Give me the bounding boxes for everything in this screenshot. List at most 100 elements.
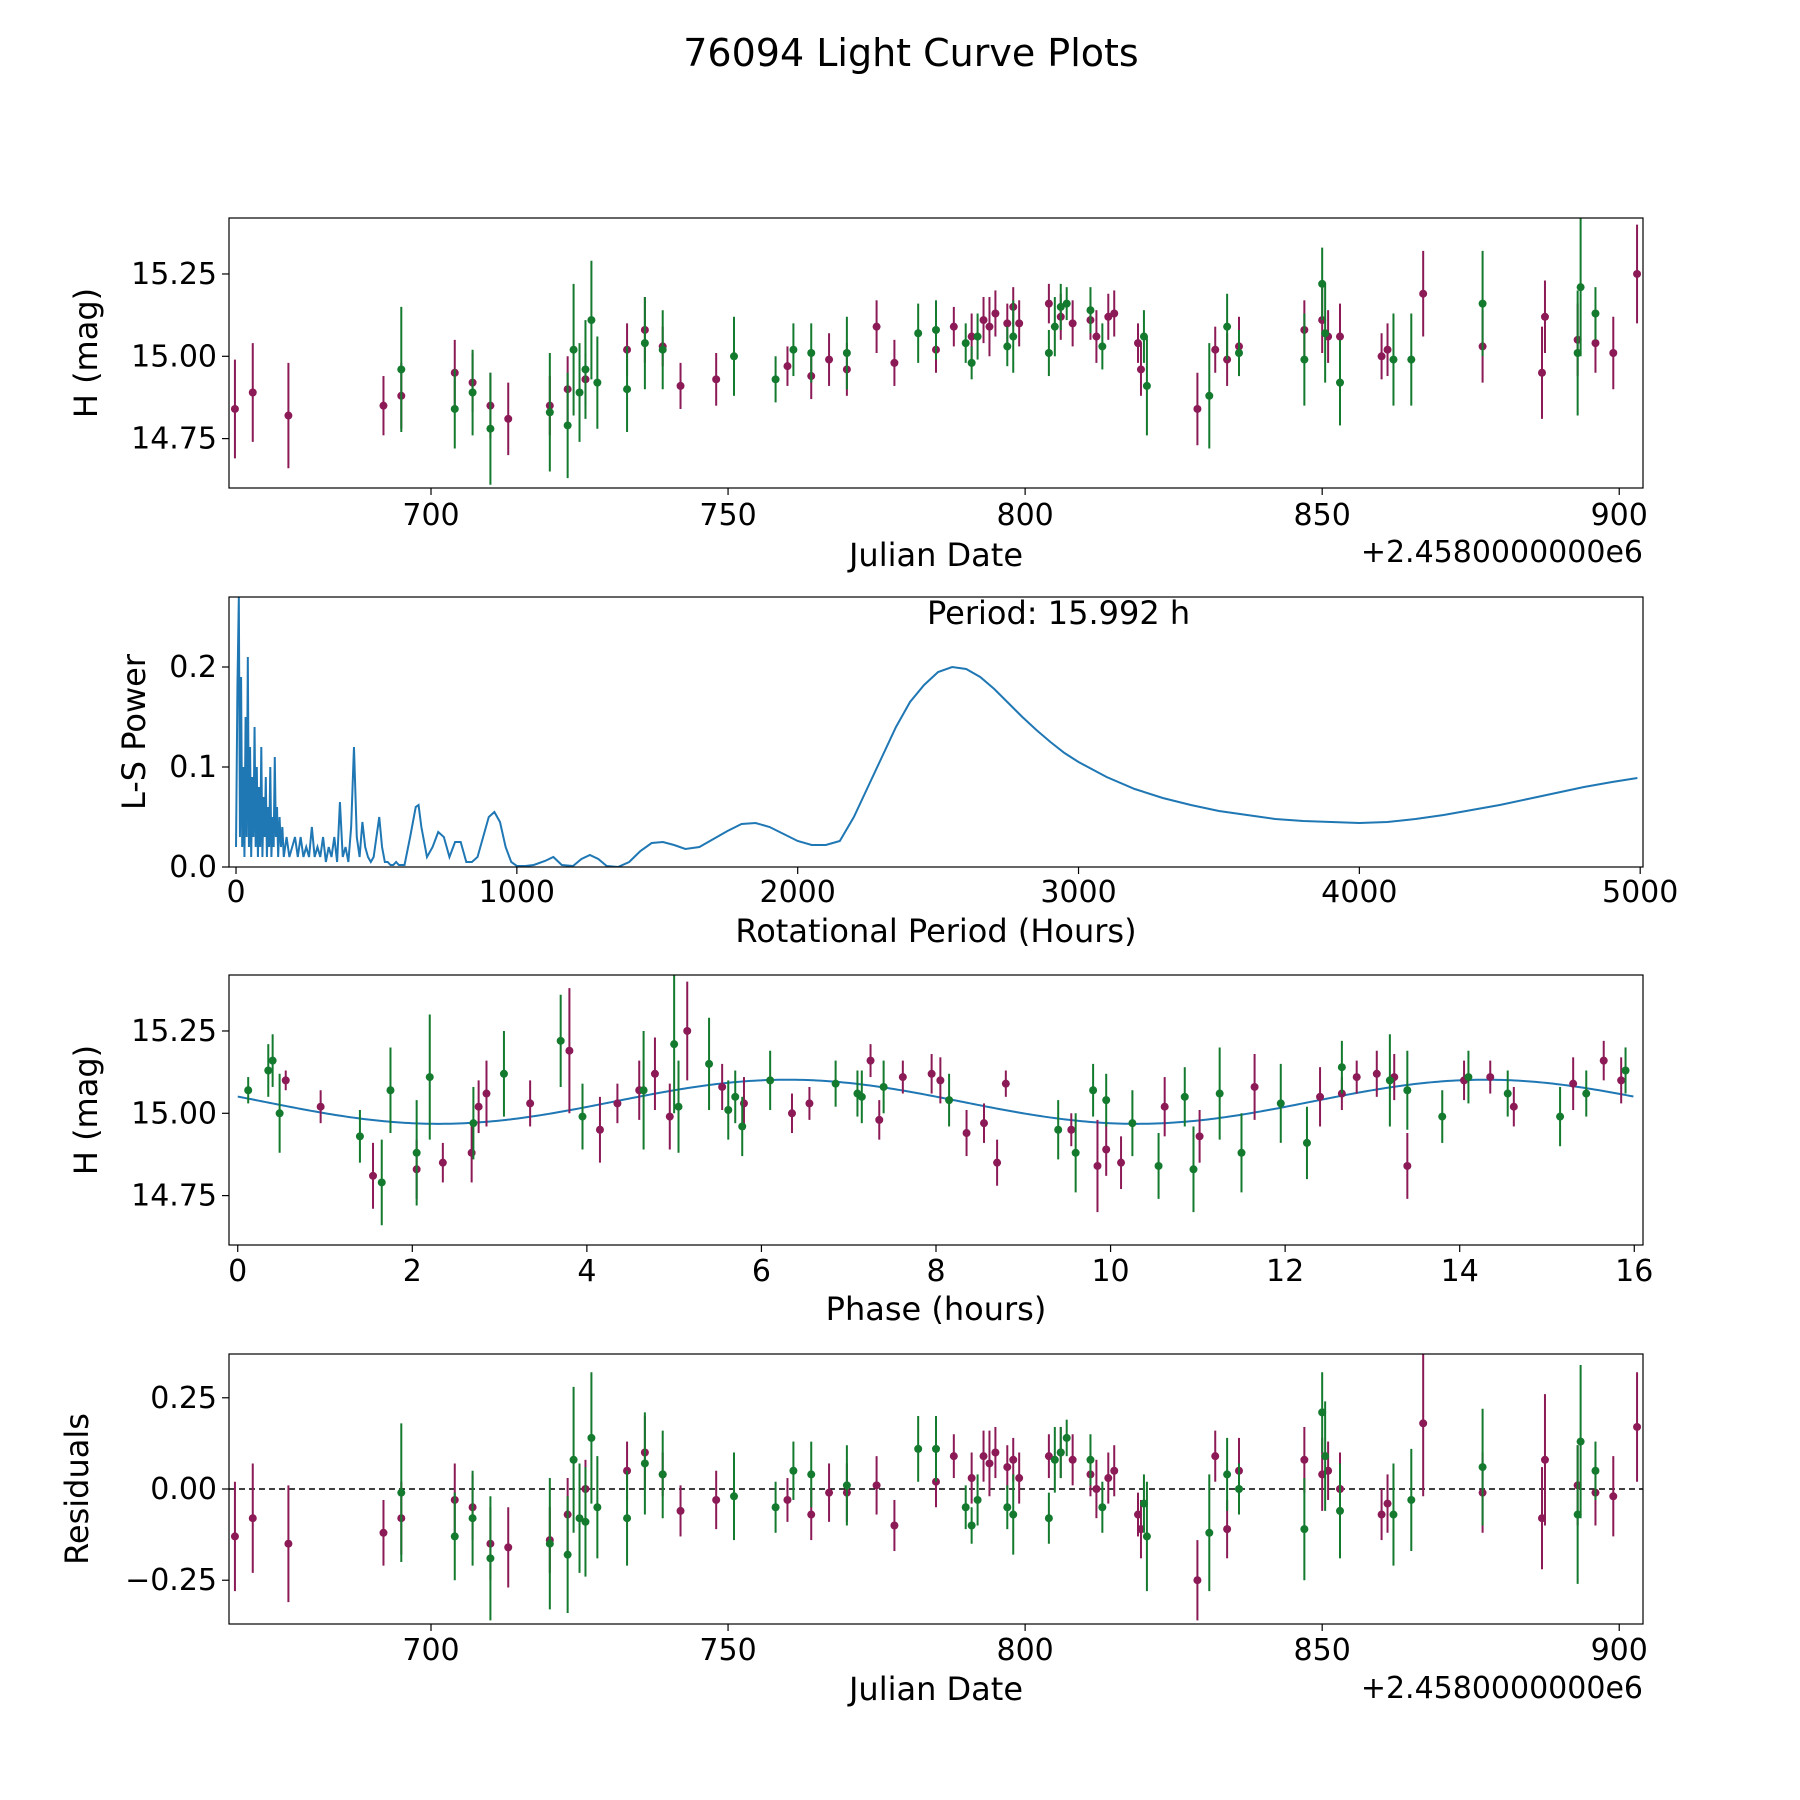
data-point xyxy=(676,381,685,390)
y-tick-label: 15.00 xyxy=(131,339,217,374)
data-point xyxy=(1056,1448,1065,1457)
data-point xyxy=(1582,1089,1591,1098)
data-point xyxy=(1110,1466,1119,1475)
data-point xyxy=(468,388,477,397)
data-point xyxy=(766,1076,775,1085)
data-point xyxy=(1092,332,1101,341)
data-point xyxy=(1591,1466,1600,1475)
data-point xyxy=(1110,309,1119,318)
data-point xyxy=(973,1495,982,1504)
data-point xyxy=(1180,1092,1189,1101)
data-point xyxy=(1372,1069,1381,1078)
data-point xyxy=(1044,349,1053,357)
periodogram-line xyxy=(235,597,1638,867)
data-point xyxy=(504,414,513,423)
data-point xyxy=(890,1521,899,1530)
data-point xyxy=(639,1086,648,1095)
data-point xyxy=(1336,378,1344,387)
x-tick-label: 800 xyxy=(996,1633,1053,1668)
data-point xyxy=(1098,342,1107,351)
data-point xyxy=(1576,283,1585,292)
data-point xyxy=(1189,1165,1198,1174)
x-tick-label: 14 xyxy=(1441,1254,1479,1289)
data-point xyxy=(1407,355,1416,364)
x-tick-label: 800 xyxy=(996,498,1053,533)
data-point xyxy=(264,1066,273,1075)
data-point xyxy=(1389,355,1398,364)
data-point xyxy=(467,1148,476,1157)
data-point xyxy=(450,1532,459,1541)
data-point xyxy=(1062,299,1071,308)
data-point xyxy=(230,1532,239,1541)
data-point xyxy=(377,1178,386,1187)
data-point xyxy=(967,358,976,367)
data-point xyxy=(623,1514,632,1523)
data-point xyxy=(961,339,970,348)
data-point xyxy=(1633,1422,1642,1431)
x-axis-label: Rotational Period (Hours) xyxy=(735,912,1136,950)
data-point xyxy=(569,345,578,354)
data-point xyxy=(563,1550,572,1559)
data-point xyxy=(379,1528,388,1537)
data-point xyxy=(595,1125,604,1134)
data-point xyxy=(1591,309,1600,318)
y-axis-label: H (mag) xyxy=(67,1045,105,1175)
data-point xyxy=(1102,1096,1111,1105)
data-point xyxy=(1117,1158,1126,1167)
data-point xyxy=(1193,1576,1202,1585)
x-tick-label: 750 xyxy=(699,498,756,533)
data-point xyxy=(980,1119,989,1128)
x-tick-label: 8 xyxy=(926,1254,945,1289)
data-point xyxy=(1407,1495,1416,1504)
data-point xyxy=(739,1099,748,1108)
data-point xyxy=(1237,1148,1246,1157)
x-tick-label: 700 xyxy=(402,498,459,533)
data-point xyxy=(979,1452,988,1461)
data-point xyxy=(1609,1492,1618,1501)
data-point xyxy=(875,1115,884,1124)
data-point xyxy=(979,316,988,325)
data-point xyxy=(569,1455,578,1464)
data-point xyxy=(842,349,851,357)
data-point xyxy=(789,1466,798,1475)
series-band-green xyxy=(244,975,1630,1226)
periodogram-plot-area xyxy=(235,597,1638,867)
data-point xyxy=(771,1503,780,1512)
data-point xyxy=(1015,1474,1024,1483)
data-point xyxy=(936,1076,945,1085)
data-point xyxy=(281,1076,290,1085)
data-point xyxy=(412,1148,421,1157)
data-point xyxy=(1276,1099,1285,1108)
data-point xyxy=(949,1452,958,1461)
x-offset-label: +2.4580000000e6 xyxy=(1361,535,1643,570)
data-point xyxy=(949,322,958,331)
data-point xyxy=(369,1171,378,1180)
data-point xyxy=(1403,1086,1412,1095)
data-point xyxy=(640,339,649,348)
data-point xyxy=(1067,1125,1076,1134)
data-point xyxy=(1205,391,1214,400)
data-point xyxy=(879,1082,888,1091)
data-point xyxy=(1102,1145,1111,1154)
data-point xyxy=(623,385,632,394)
data-point xyxy=(1062,1433,1071,1442)
y-tick-label: 0.00 xyxy=(150,1472,217,1507)
data-point xyxy=(1142,1532,1151,1541)
data-point xyxy=(670,1040,679,1049)
data-point xyxy=(932,325,940,334)
data-point xyxy=(1438,1112,1447,1121)
data-point xyxy=(284,411,293,420)
y-tick-label: 15.25 xyxy=(131,1014,217,1049)
data-point xyxy=(1377,1510,1386,1519)
data-point xyxy=(1205,1528,1214,1537)
data-point xyxy=(1321,329,1330,338)
data-point xyxy=(1223,1470,1232,1479)
data-point xyxy=(438,1158,447,1167)
data-point xyxy=(932,1444,940,1453)
figure-title: 76094 Light Curve Plots xyxy=(683,31,1138,75)
x-axis-label: Julian Date xyxy=(847,536,1023,574)
data-point xyxy=(914,1444,923,1453)
data-point xyxy=(1464,1073,1473,1082)
data-point xyxy=(683,1026,692,1035)
data-point xyxy=(1056,302,1065,311)
